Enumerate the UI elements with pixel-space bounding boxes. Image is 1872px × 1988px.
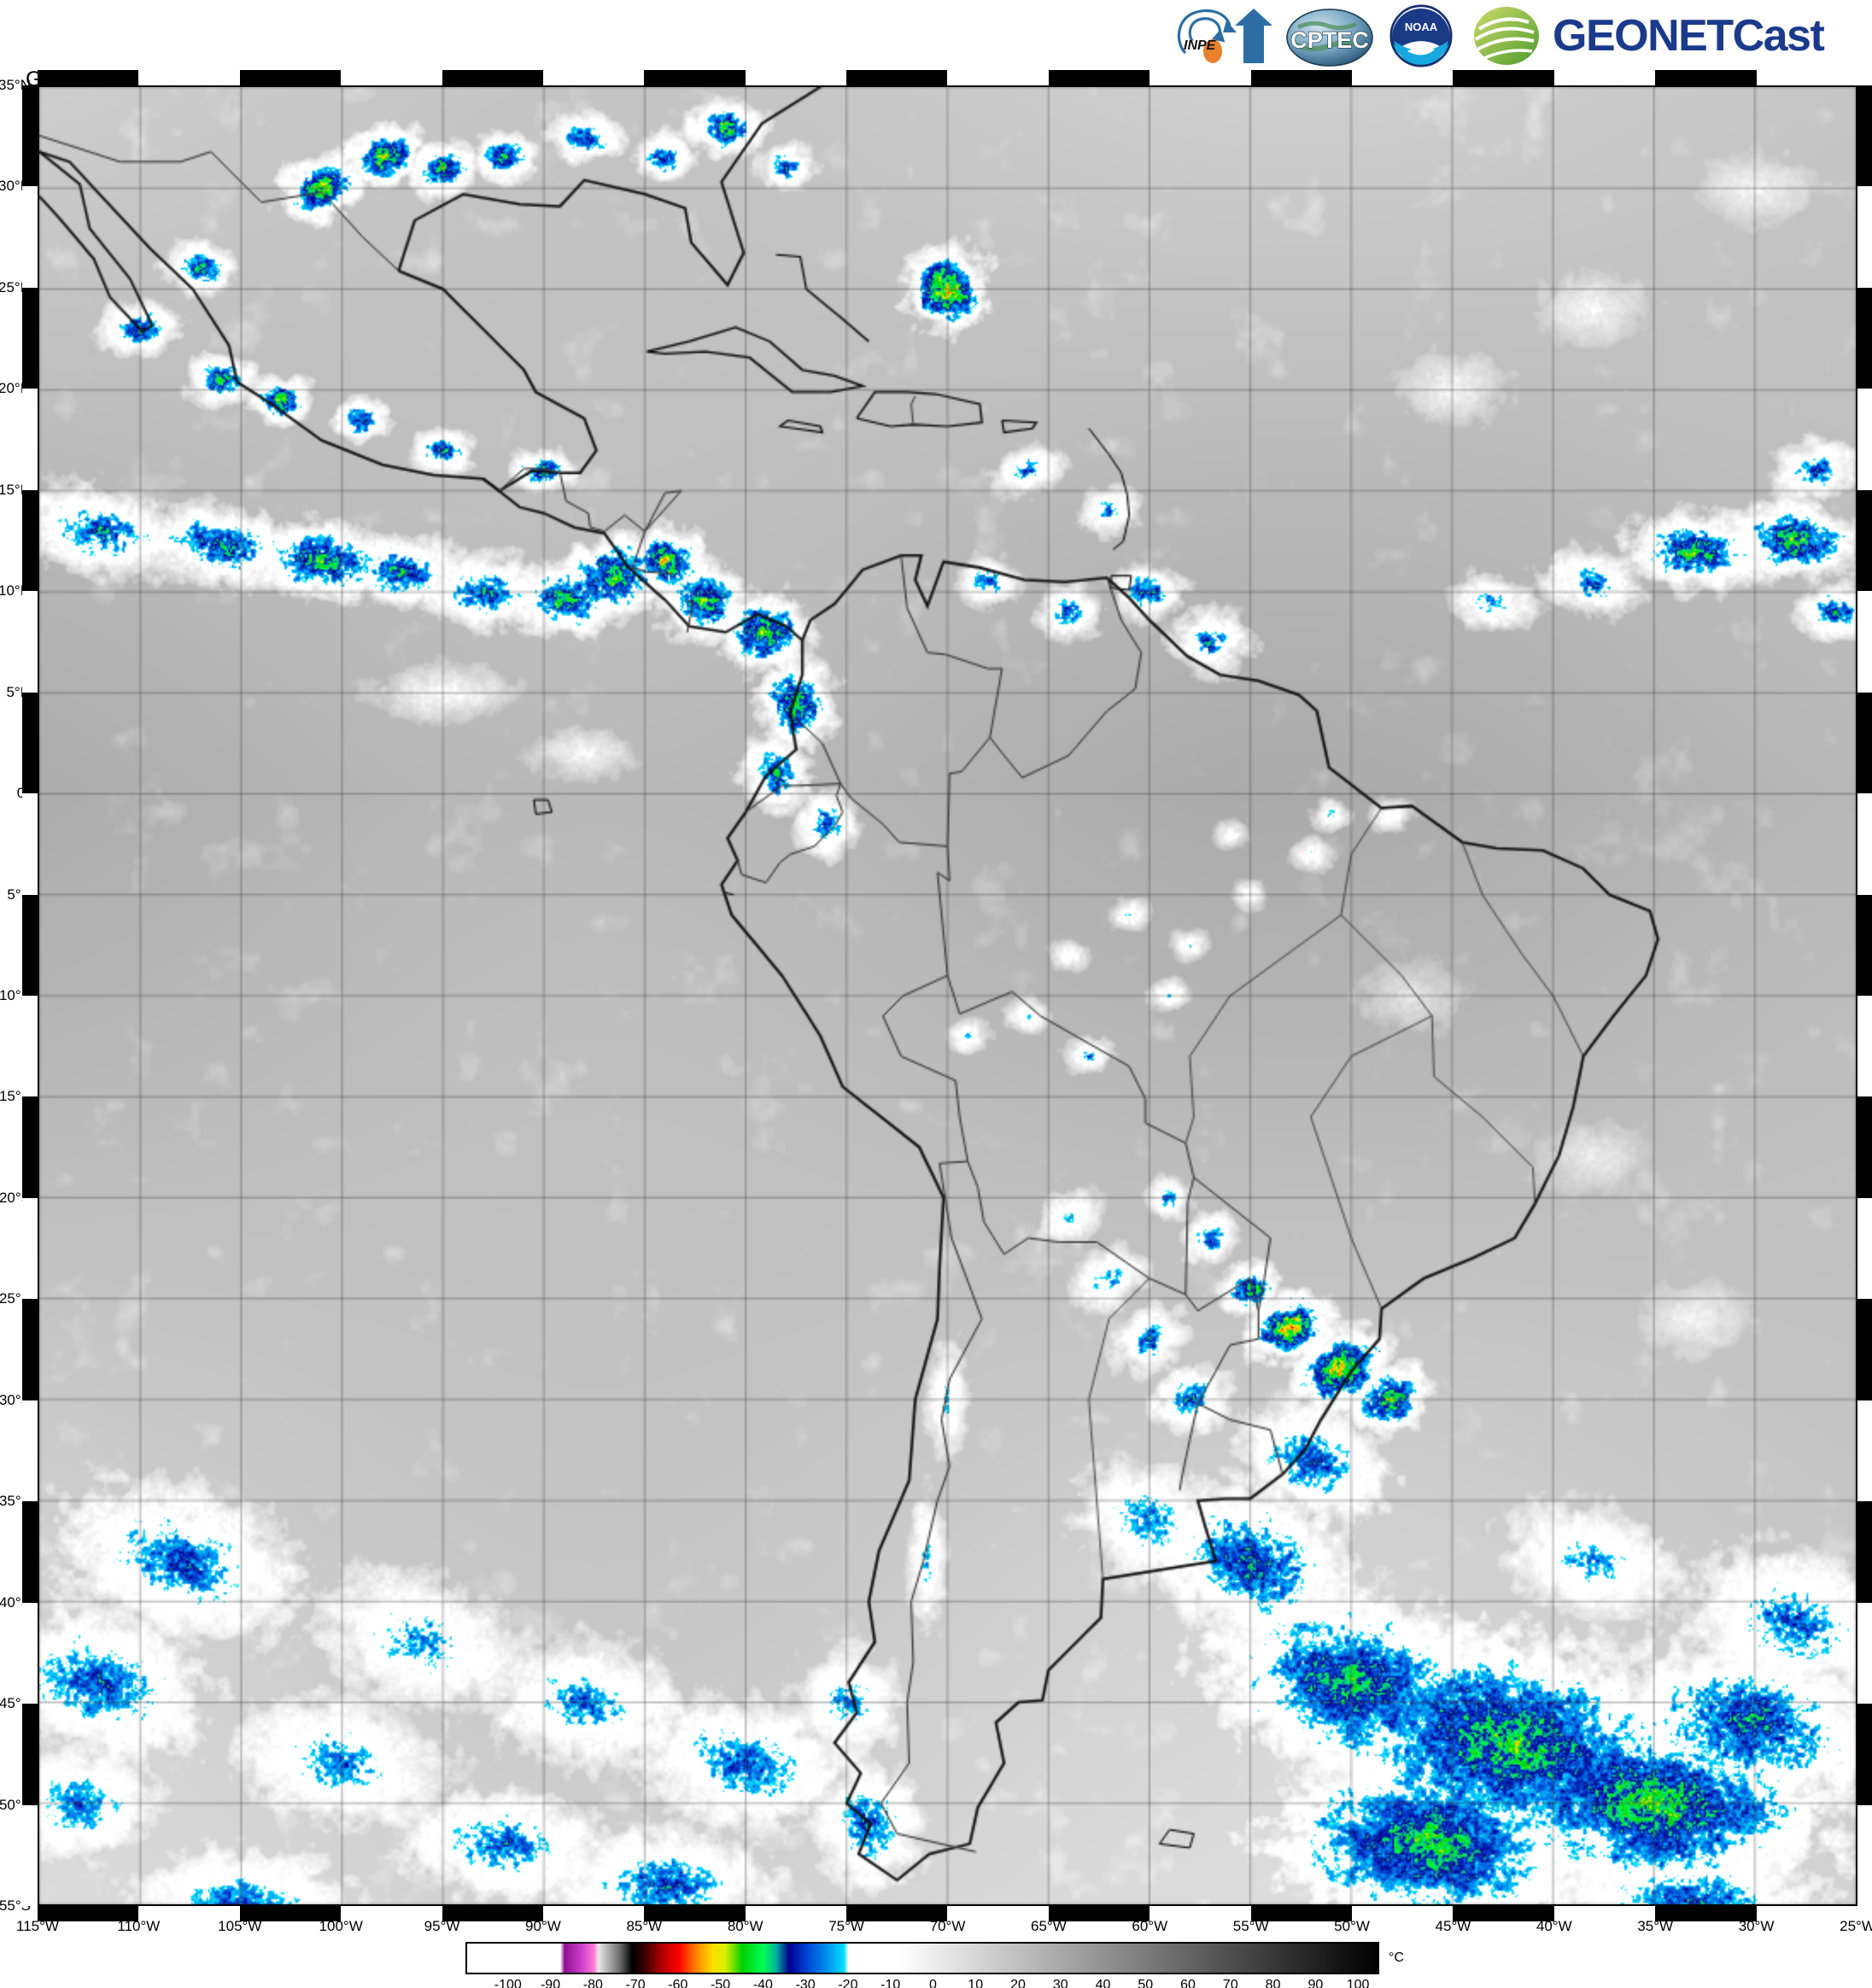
colorbar-tick-label: 70 <box>1222 1978 1238 1988</box>
colorbar-tick-label: 30 <box>1052 1978 1068 1988</box>
longitude-tick-label: 65°W <box>1030 1918 1067 1934</box>
colorbar-unit-label: °C <box>1389 1950 1404 1965</box>
longitude-tick-ribbon-top <box>38 70 1857 85</box>
longitude-tick-label: 85°W <box>626 1918 663 1934</box>
logo-bar: INPE CPTEC <box>1173 2 1867 70</box>
colorbar-tick-label: 10 <box>968 1978 984 1988</box>
satellite-map <box>22 70 1872 1921</box>
longitude-tick-label: 25°W <box>1840 1918 1872 1934</box>
svg-text:NOAA: NOAA <box>1405 20 1438 33</box>
colorbar-tick-label: 80 <box>1265 1978 1281 1988</box>
cptec-logo: CPTEC <box>1283 3 1377 68</box>
geonetcast-mark-icon <box>1474 7 1539 65</box>
svg-text:INPE: INPE <box>1184 38 1217 53</box>
longitude-tick-label: 115°W <box>16 1918 59 1934</box>
longitude-axis-labels: 115°W 110°W 105°W 100°W 95°W 90°W 85°W 80°W 75°W… <box>16 1913 1872 1935</box>
colorbar-tick-label: -70 <box>625 1978 646 1988</box>
longitude-tick-label: 40°W <box>1536 1918 1572 1934</box>
colorbar-tick-label: -90 <box>540 1978 561 1988</box>
colorbar-tick-label: 40 <box>1095 1978 1111 1988</box>
longitude-tick-label: 50°W <box>1334 1918 1370 1934</box>
latitude-tick-ribbon-right <box>1857 85 1872 1906</box>
colorbar-tick-label: 60 <box>1180 1978 1196 1988</box>
colorbar-tick-label: -60 <box>668 1978 688 1988</box>
longitude-tick-label: 100°W <box>319 1918 363 1934</box>
colorbar-tick-label: -80 <box>582 1978 603 1988</box>
latitude-tick-ribbon-left <box>22 85 38 1906</box>
longitude-tick-label: 45°W <box>1435 1918 1471 1934</box>
longitude-tick-label: 80°W <box>727 1918 763 1934</box>
colorbar-tick-label: -100 <box>494 1978 522 1988</box>
geonetcast-wordmark: GEONETCast <box>1553 11 1825 61</box>
colorbar-tick-label: 20 <box>1010 1978 1026 1988</box>
colorbar-tick-label: 50 <box>1138 1978 1154 1988</box>
geonetcast-logo: GEONETCast <box>1465 3 1867 68</box>
colorbar-tick-label: -50 <box>711 1978 731 1988</box>
longitude-tick-label: 105°W <box>218 1918 262 1934</box>
longitude-tick-label: 55°W <box>1232 1918 1269 1934</box>
longitude-tick-label: 95°W <box>424 1918 460 1934</box>
colorbar-gradient <box>465 1942 1379 1974</box>
colorbar-tick-label: -40 <box>752 1978 773 1988</box>
map-frame <box>38 85 1857 1906</box>
inpe-logo: INPE <box>1173 3 1274 68</box>
longitude-tick-label: 90°W <box>525 1918 561 1934</box>
colorbar-tick-label: 0 <box>928 1978 937 1988</box>
longitude-tick-ribbon-bottom <box>38 1906 1857 1921</box>
colorbar-tick-label: -10 <box>880 1978 901 1988</box>
colorbar <box>465 1942 1379 1974</box>
longitude-tick-label: 110°W <box>117 1918 161 1934</box>
svg-text:CPTEC: CPTEC <box>1290 27 1369 53</box>
noaa-logo: NOAA <box>1385 3 1457 68</box>
colorbar-tick-label: -30 <box>795 1978 816 1988</box>
colorbar-tick-label: 100 <box>1346 1978 1370 1988</box>
colorbar-tick-label: -20 <box>838 1978 858 1988</box>
longitude-tick-label: 30°W <box>1738 1918 1775 1934</box>
colorbar-tick-labels: -100 -90 -80 -70 -60 -50 -40 -30 -20 -10 0 10 20 30 40… <box>465 1978 1379 1988</box>
satellite-imagery-canvas <box>39 87 1856 1904</box>
colorbar-tick-label: 90 <box>1307 1978 1324 1988</box>
longitude-tick-label: 70°W <box>929 1918 966 1934</box>
longitude-tick-label: 35°W <box>1637 1918 1674 1934</box>
longitude-tick-label: 60°W <box>1132 1918 1168 1934</box>
longitude-tick-label: 75°W <box>828 1918 864 1934</box>
